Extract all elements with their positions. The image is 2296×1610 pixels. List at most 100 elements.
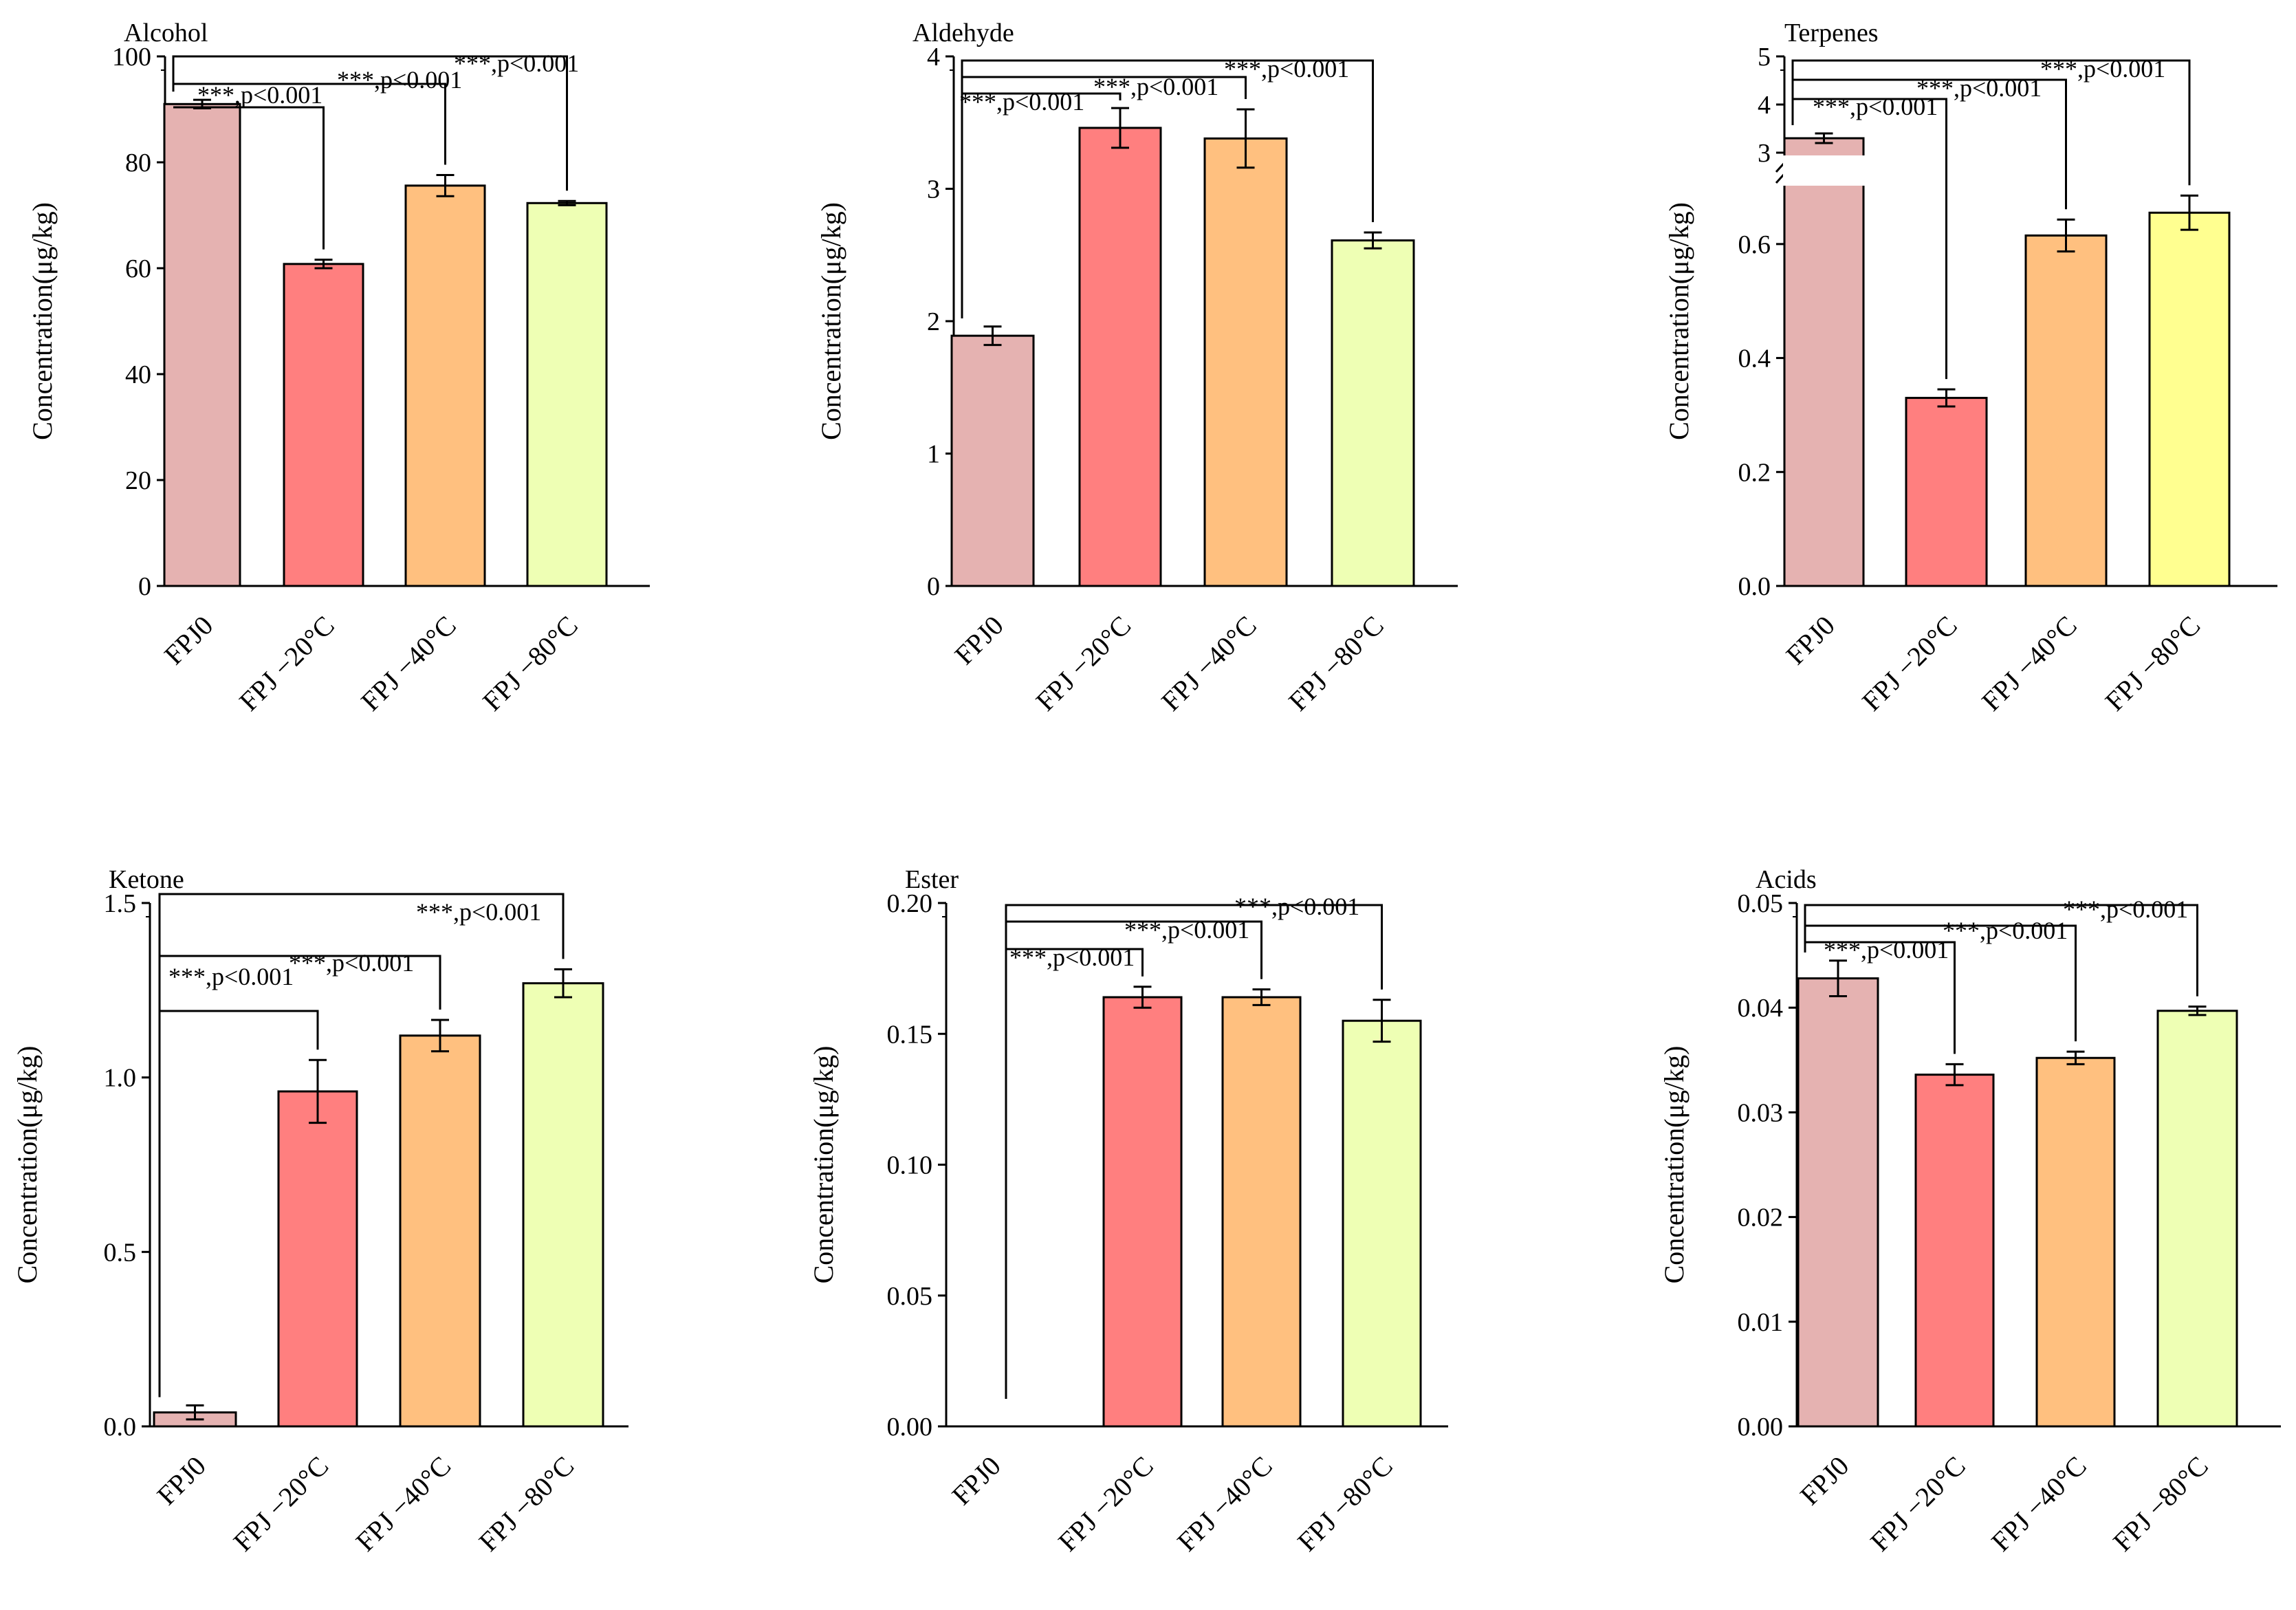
bar: [1078, 127, 1162, 587]
y-tick-label: 0: [927, 572, 940, 601]
x-tick-label: FPJ −20°C: [228, 1450, 335, 1558]
y-tick-label: 1: [927, 440, 940, 469]
bar: [1783, 137, 1865, 587]
x-tick-label: FPJ0: [151, 1450, 211, 1511]
x-tick-label: FPJ −20°C: [1856, 610, 1963, 717]
significance-label: ***,p<0.001: [1224, 55, 1349, 83]
y-tick-label: 40: [125, 360, 151, 389]
bar: [1914, 1074, 1995, 1428]
x-tick-label: FPJ −80°C: [1282, 610, 1390, 717]
y-axis-label: Concentration(μg/kg): [27, 202, 58, 440]
significance-label: ***,p<0.001: [289, 949, 414, 977]
x-tick-label: FPJ −20°C: [233, 610, 340, 717]
x-tick-label: FPJ0: [158, 610, 219, 671]
y-tick-label: 100: [112, 43, 151, 72]
y-tick-label: 0.03: [1738, 1098, 1784, 1127]
bar: [950, 334, 1035, 587]
y-axis-label: Concentration(μg/kg): [12, 1046, 43, 1284]
x-tick-label: FPJ −40°C: [1985, 1450, 2092, 1558]
x-tick-label: FPJ −80°C: [2099, 610, 2207, 717]
y-tick-label: 0.10: [887, 1151, 933, 1180]
bar: [1342, 1019, 1422, 1428]
significance-label: ***,p<0.001: [197, 81, 322, 109]
bar: [522, 982, 604, 1428]
significance-label: ***,p<0.001: [1009, 944, 1135, 971]
bar: [2024, 234, 2108, 587]
y-tick-label: 0.02: [1738, 1204, 1784, 1232]
y-tick-label: 0.01: [1738, 1308, 1784, 1337]
bar: [1331, 239, 1415, 587]
chart-panel-alcohol: Alcohol 0 20 40 60 80 100 Concentration(μg/kg) F…: [27, 19, 650, 717]
bar: [404, 184, 486, 587]
y-tick-label: 80: [125, 149, 151, 177]
significance-label: ***,p<0.001: [416, 898, 541, 926]
significance-bracket: [961, 59, 1374, 318]
y-tick-label: 2: [927, 307, 940, 336]
panel-title: Ester: [905, 865, 959, 894]
x-tick-label: FPJ −40°C: [1171, 1450, 1278, 1558]
y-tick-label: 0.05: [1738, 889, 1784, 918]
x-tick-label: FPJ −80°C: [477, 610, 584, 717]
y-tick-label: 20: [125, 466, 151, 495]
y-tick-label: 0.20: [887, 889, 933, 918]
chart-panel-terpenes: Terpenes 0.0 0.2 0.4 0.6 3 4 5 Concentration(μg/…: [1663, 19, 2277, 717]
chart-panel-acids: Acids 0.00 0.01 0.02 0.03 0.04 0.05 Concentrati…: [1659, 865, 2281, 1557]
panel-title: Ketone: [109, 865, 184, 894]
y-axis-label: Concentration(μg/kg): [808, 1046, 839, 1284]
x-tick-label: FPJ −40°C: [1976, 610, 2083, 717]
significance-bracket: [1005, 904, 1383, 1399]
x-tick-label: FPJ −20°C: [1864, 1450, 1971, 1558]
panel-title: Alcohol: [124, 19, 208, 47]
significance-label: ***,p<0.001: [959, 88, 1084, 116]
significance-label: ***,p<0.001: [1916, 74, 2042, 102]
bar: [1905, 397, 1988, 587]
panel-title: Aldehyde: [912, 19, 1014, 47]
x-tick-label: FPJ0: [1794, 1450, 1855, 1511]
panel-title: Acids: [1756, 865, 1817, 894]
significance-label: ***,p<0.001: [337, 66, 462, 94]
significance-label: ***,p<0.001: [1943, 917, 2068, 944]
y-tick-label: 0.4: [1738, 345, 1771, 373]
significance-bracket: [173, 106, 325, 250]
significance-label: ***,p<0.001: [1824, 936, 1949, 964]
chart-panel-ester: Ester 0.00 0.05 0.10 0.15 0.20 Concentration(μ…: [808, 865, 1448, 1557]
x-tick-label: FPJ −20°C: [1052, 1450, 1159, 1558]
significance-label: ***,p<0.001: [2063, 895, 2188, 923]
y-tick-label: 0.5: [104, 1238, 137, 1267]
bar: [277, 1090, 358, 1428]
y-tick-label: 3: [1758, 139, 1771, 168]
x-tick-label: FPJ −40°C: [350, 1450, 457, 1558]
x-tick-label: FPJ0: [1780, 610, 1840, 671]
significance-label: ***,p<0.001: [1813, 93, 1938, 120]
significance-label: ***,p<0.001: [1234, 893, 1359, 920]
y-axis-label: Concentration(μg/kg): [1663, 202, 1694, 440]
significance-label: ***,p<0.001: [1124, 916, 1249, 944]
y-axis-label: Concentration(μg/kg): [816, 202, 846, 440]
bar: [526, 202, 608, 587]
x-tick-label: FPJ −40°C: [1155, 610, 1262, 717]
y-tick-label: 0.00: [1738, 1413, 1784, 1442]
chart-panel-ketone: Ketone 0.0 0.5 1.0 1.5 Concentration(μg/kg) FP…: [12, 865, 628, 1557]
y-tick-label: 5: [1758, 43, 1771, 72]
y-tick-label: 4: [1758, 91, 1771, 120]
bar: [283, 263, 364, 587]
bar: [1203, 137, 1288, 587]
y-tick-label: 3: [927, 175, 940, 204]
significance-label: ***,p<0.001: [168, 963, 294, 990]
x-tick-label: FPJ −40°C: [355, 610, 462, 717]
bar: [1221, 996, 1302, 1428]
y-tick-label: 0.0: [104, 1413, 137, 1442]
x-tick-label: FPJ0: [948, 610, 1009, 671]
bar-break-gap: [1783, 155, 1865, 186]
bar: [399, 1034, 481, 1428]
significance-bracket: [158, 893, 565, 1397]
bar: [163, 102, 241, 587]
y-tick-label: 0.04: [1738, 994, 1784, 1023]
x-tick-label: FPJ −20°C: [1030, 610, 1137, 717]
y-tick-label: 0.0: [1738, 572, 1771, 601]
bar: [2148, 211, 2231, 587]
significance-bracket: [172, 55, 568, 191]
y-tick-label: 1.5: [104, 889, 137, 918]
y-tick-label: 1.0: [104, 1064, 137, 1093]
